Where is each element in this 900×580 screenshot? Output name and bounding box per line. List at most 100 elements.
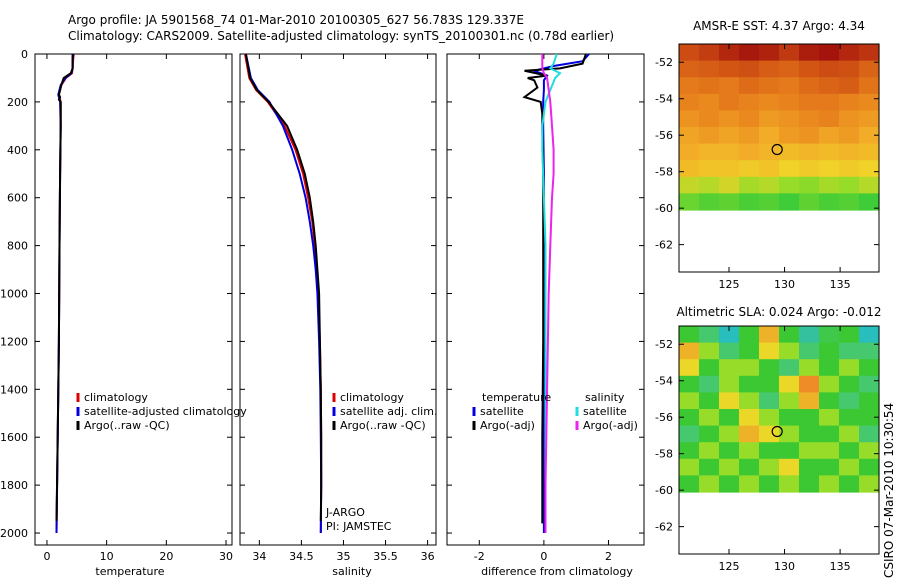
map-cell [819, 44, 840, 62]
difference-panel: -2 0 2 difference from climatology temperatu… [446, 53, 645, 578]
map-cell [839, 110, 860, 128]
map-cell [699, 375, 720, 393]
map-cell [859, 60, 880, 78]
map-cell [819, 458, 840, 476]
y-tick-label: 600 [7, 192, 28, 205]
map-cell [839, 160, 860, 178]
x-tick-label: 0 [43, 550, 50, 563]
map-cell [799, 326, 820, 344]
map-cell [679, 193, 700, 211]
temperature-panel: 0 200 400 600 800 1000 1200 1400 1600 1800 2000 0 10… [0, 48, 247, 578]
map-cell [759, 392, 780, 410]
plot-frame [446, 53, 645, 546]
y-tick-label: -56 [655, 411, 673, 424]
series-line [541, 54, 555, 533]
map-cell [699, 326, 720, 344]
map-cell [779, 126, 800, 145]
map-cell [679, 392, 700, 410]
map-cell [739, 392, 760, 410]
y-tick-label: -62 [655, 239, 673, 252]
map-cell [799, 342, 820, 360]
x-axis-label: difference from climatology [481, 565, 633, 578]
map-cell [759, 126, 780, 145]
map-cell [719, 342, 740, 360]
map-cell [839, 425, 860, 443]
map-cell [719, 442, 740, 460]
map-cell [679, 442, 700, 460]
map-cell [739, 126, 760, 145]
legend-entry: satellite-adjusted climatology [84, 405, 247, 418]
map-cell [719, 425, 740, 443]
y-tick-label: 0 [21, 48, 28, 61]
map-cell [859, 359, 880, 377]
map-cell [759, 110, 780, 128]
map-cell [799, 408, 820, 427]
map-cell [819, 425, 840, 443]
map-cell [679, 44, 700, 62]
map-cell [699, 442, 720, 460]
map-cell [679, 176, 700, 194]
x-tick-label: -2 [474, 550, 485, 563]
y-tick-label: -52 [655, 338, 673, 351]
map-cell [839, 60, 860, 78]
map-cell [799, 442, 820, 460]
map-cell [839, 193, 860, 211]
map-cell [719, 359, 740, 377]
y-tick-label: -56 [655, 129, 673, 142]
y-tick-label: -52 [655, 56, 673, 69]
map-cell [819, 60, 840, 78]
map-cell [679, 342, 700, 360]
map-cell [699, 44, 720, 62]
argo-position-marker [771, 143, 783, 156]
map-cell [799, 176, 820, 194]
map-cell [699, 359, 720, 377]
map-cell [839, 176, 860, 194]
map-cell [799, 143, 820, 161]
map-cell [719, 408, 740, 427]
map-cell [779, 44, 800, 62]
map-cell [839, 442, 860, 460]
map-cell [739, 143, 760, 161]
map-cell [859, 408, 880, 427]
x-tick-label: 35.5 [373, 550, 398, 563]
x-tick-label: 20 [159, 550, 173, 563]
y-tick-label: -62 [655, 521, 673, 534]
x-tick-label: 10 [100, 550, 114, 563]
x-tick-label: 0 [540, 550, 547, 563]
map-cell [839, 44, 860, 62]
map-cell [739, 160, 760, 178]
map-cell [719, 458, 740, 476]
map-cell [759, 60, 780, 78]
map-cell [699, 176, 720, 194]
map-cell [859, 475, 880, 493]
sla-map: Altimetric SLA: 0.024 Argo: -0.012 -52 -54… [655, 305, 882, 573]
map-cell [699, 143, 720, 161]
x-tick-label: 30 [219, 550, 233, 563]
map-cell [819, 408, 840, 427]
map-cell [779, 110, 800, 128]
map-cell [739, 93, 760, 111]
map-cell [779, 408, 800, 427]
map-cell [859, 425, 880, 443]
y-tick-label: 1600 [0, 431, 28, 444]
argo-position-marker [771, 425, 783, 438]
map-cell [819, 126, 840, 145]
map-cell [699, 458, 720, 476]
map-cell [719, 126, 740, 145]
map-cell [679, 326, 700, 344]
map-cell [819, 392, 840, 410]
map-cell [679, 359, 700, 377]
map-cell [819, 442, 840, 460]
map-cell [859, 193, 880, 211]
map-cell [859, 458, 880, 476]
map-cell [699, 77, 720, 95]
map-cell [779, 359, 800, 377]
x-tick-label: 34 [252, 550, 266, 563]
map-cell [759, 475, 780, 493]
map-cell [839, 408, 860, 427]
map-cell [839, 77, 860, 95]
map-cell [759, 375, 780, 393]
map-cell [819, 176, 840, 194]
map-title: Altimetric SLA: 0.024 Argo: -0.012 [676, 305, 881, 319]
